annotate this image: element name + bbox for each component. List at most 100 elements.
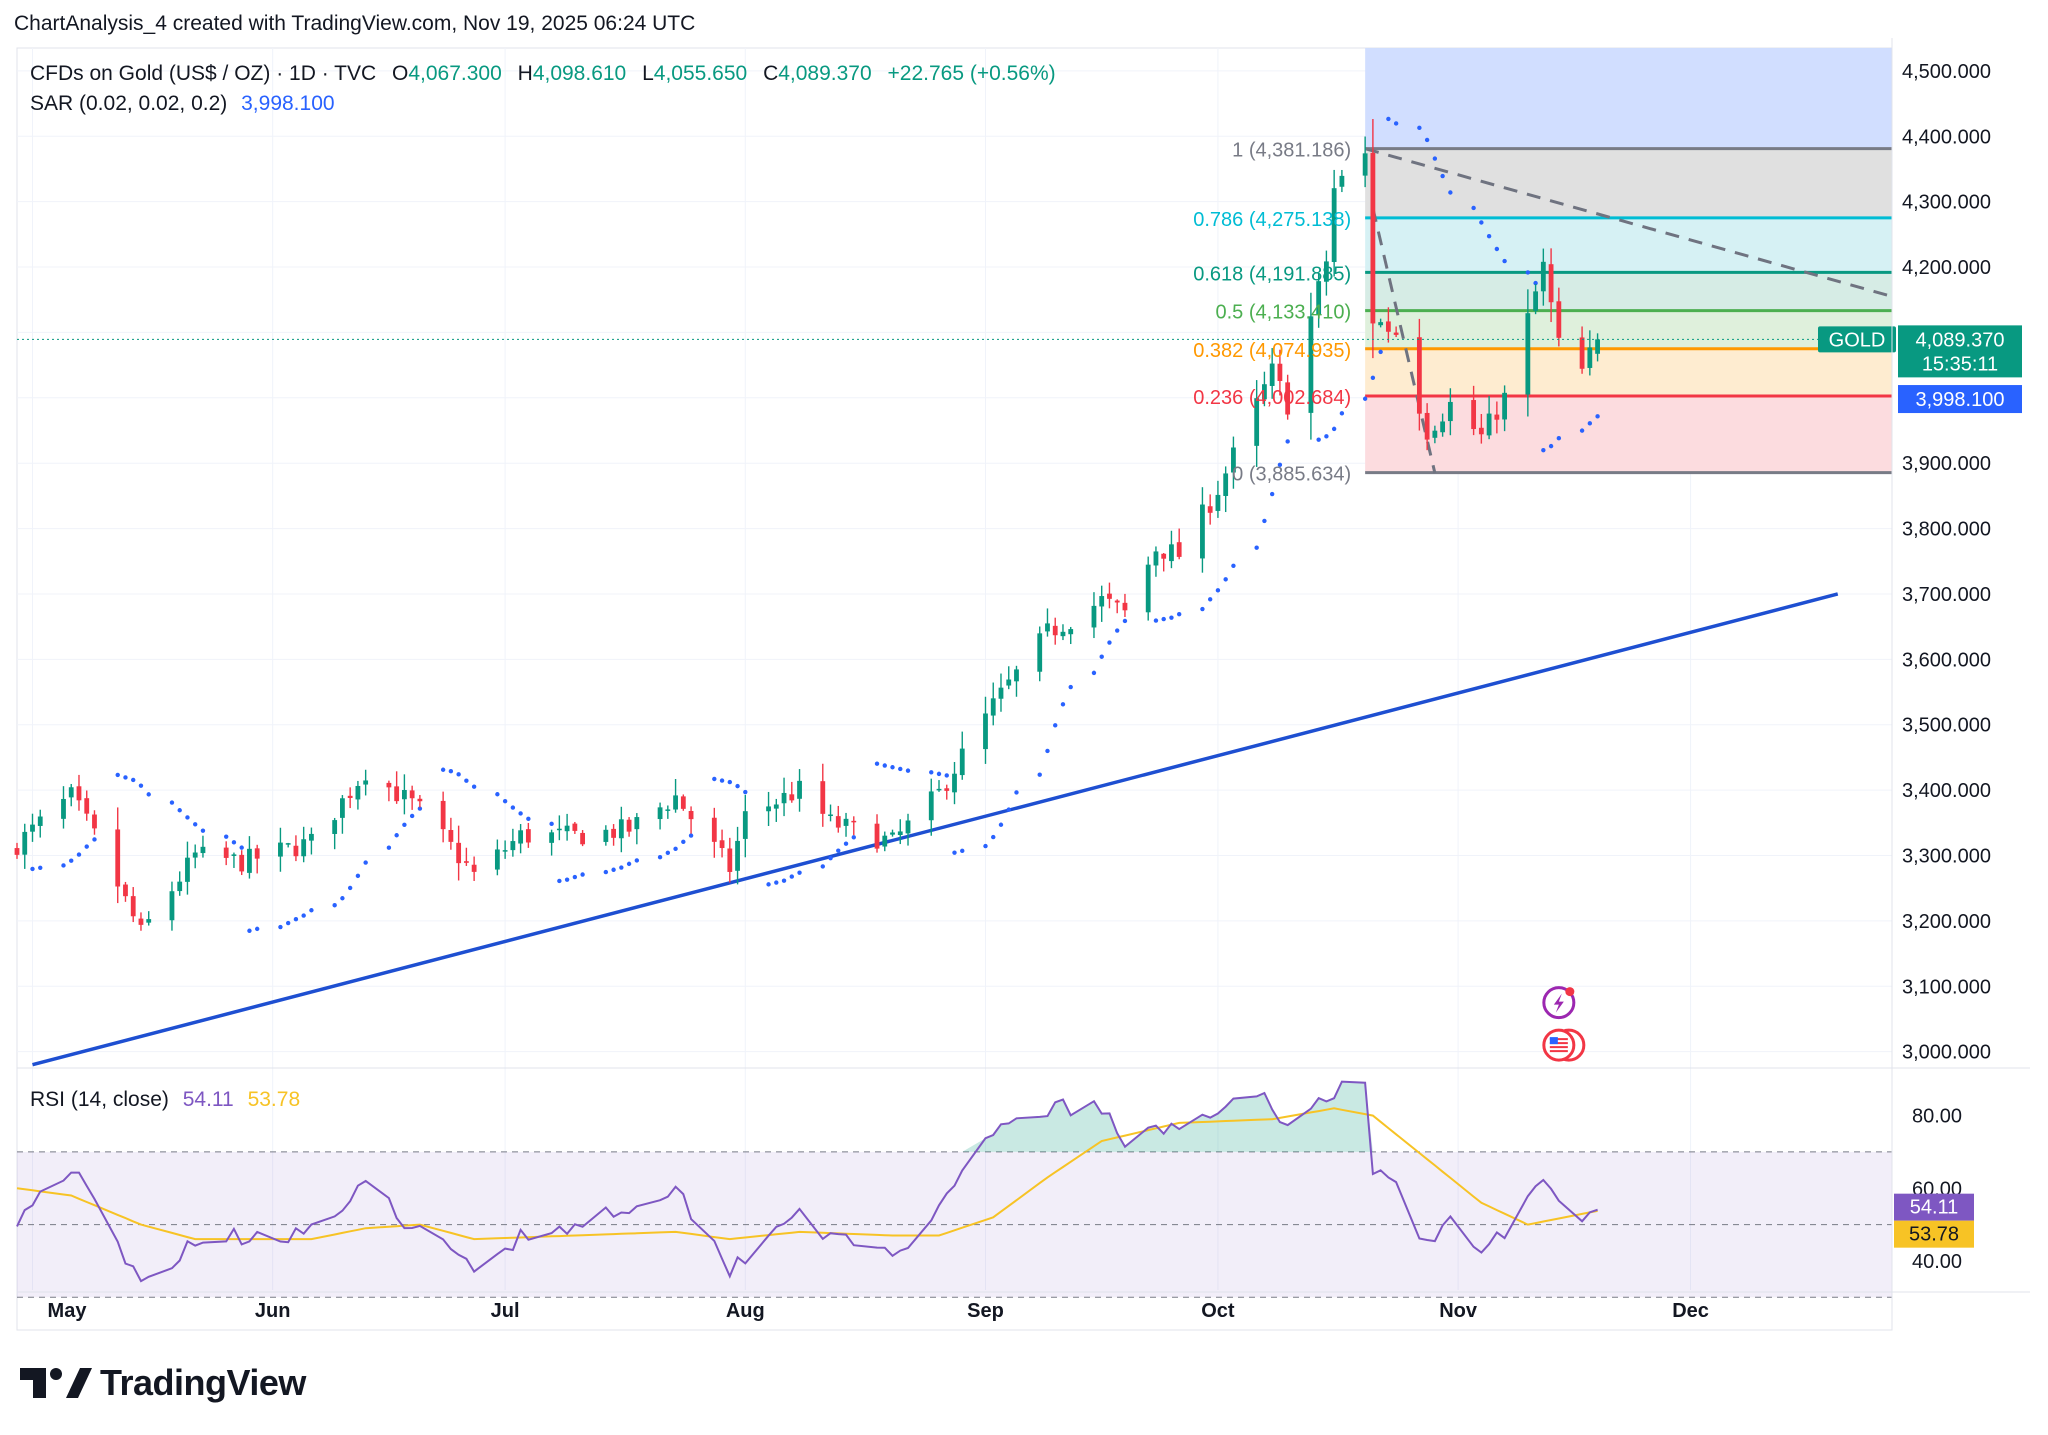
candle (61, 786, 66, 829)
candle-body (440, 800, 446, 830)
rsi-value-tag (1894, 1193, 1974, 1221)
candle (1471, 385, 1477, 436)
candle (944, 784, 950, 800)
candle (882, 831, 888, 852)
sar-dot (1393, 121, 1399, 126)
sar-dot (1494, 246, 1500, 252)
candle-body (502, 850, 508, 852)
candle-body (332, 820, 338, 834)
candle-body (944, 788, 950, 791)
sar-dot (38, 865, 43, 871)
candle (828, 804, 833, 822)
candle-body (1316, 281, 1322, 315)
candle (835, 805, 841, 833)
sar-dot (138, 783, 144, 788)
rsi-value-tag-text: 54.11 (1910, 1197, 1959, 1219)
sar-dot (572, 874, 578, 880)
fib-level-label: 0 (3,885.634) (1232, 464, 1351, 486)
sar-dot (502, 798, 508, 804)
flag-stripe (1549, 1046, 1568, 1049)
candle (84, 790, 90, 821)
sar-dot (1525, 270, 1531, 275)
candle-body (123, 884, 128, 897)
sar-dot (936, 771, 942, 777)
candle (1331, 169, 1337, 277)
sar-dot (1378, 349, 1383, 355)
sar-dot (781, 878, 787, 883)
sar-dot (448, 769, 454, 774)
candle (192, 844, 198, 869)
sar-dot (1448, 190, 1453, 195)
flag-stripe (1549, 1042, 1568, 1045)
sar-dot (510, 805, 516, 810)
candle-body (1068, 629, 1074, 635)
candle (285, 842, 291, 848)
candle-body (1362, 153, 1368, 176)
sar-dot (1153, 618, 1159, 623)
sar-dot (929, 770, 934, 775)
candle (525, 822, 531, 848)
rsi-axis-tick: 80.00 (1912, 1106, 1962, 1128)
rsi-ma-tag (1894, 1220, 1974, 1248)
sar-dot (898, 766, 903, 772)
fib-zone (1365, 272, 1892, 311)
candle (1037, 626, 1043, 682)
candle (1215, 480, 1221, 518)
sar-dot (1277, 462, 1283, 468)
sar-dot (340, 896, 345, 901)
candle (680, 794, 686, 811)
sar-dot (1200, 606, 1205, 612)
candle-body (1494, 414, 1500, 420)
candle (1308, 292, 1314, 440)
candle (471, 856, 477, 881)
candle-body (1393, 332, 1399, 335)
candle (177, 871, 183, 896)
candle-body (401, 790, 407, 800)
candle-body (766, 806, 771, 812)
candle (905, 813, 911, 846)
candle (688, 806, 694, 834)
sar-dot (1595, 414, 1600, 419)
candle-body (247, 848, 252, 873)
ohlc-legend: CFDs on Gold (US$ / OZ) · 1D · TVC O4,06… (30, 62, 1056, 86)
candle-body (448, 830, 454, 842)
sar-dot (828, 856, 833, 861)
dashed-line (1371, 207, 1437, 474)
candle (200, 835, 206, 858)
candle (673, 778, 678, 813)
candle (1587, 330, 1593, 376)
time-axis-label: Oct (1201, 1300, 1235, 1322)
candle-body (239, 854, 245, 872)
fib-level-label: 0.382 (4,074.935) (1193, 340, 1351, 362)
candle (549, 829, 555, 856)
candle (247, 836, 252, 879)
candle-body (1432, 430, 1438, 438)
sar-dot (727, 779, 733, 785)
candle-body (456, 842, 462, 864)
candle-body (1269, 363, 1275, 386)
fib-level-label: 1 (4,381.186) (1232, 140, 1351, 162)
candle-body (882, 835, 888, 847)
candle-body (572, 823, 578, 831)
sar-dot (1579, 428, 1585, 433)
candle (309, 827, 314, 855)
open-label: O (392, 62, 409, 85)
candle (386, 780, 392, 802)
candle-body (115, 829, 121, 887)
candle (254, 844, 260, 874)
candle (897, 819, 903, 845)
time-axis-label: Jun (255, 1300, 291, 1322)
sar-dot (301, 913, 306, 918)
candle (1579, 326, 1585, 374)
sar-dot (285, 920, 291, 926)
sar-legend: SAR (0.02, 0.02, 0.2) 3,998.100 (30, 92, 335, 116)
sar-dot (766, 882, 771, 887)
sar-dot (890, 765, 895, 770)
close-label: C (763, 62, 779, 85)
fib-zone (1365, 148, 1892, 218)
candle-body (394, 786, 400, 802)
candle (1060, 624, 1066, 641)
sar-dot (417, 806, 423, 811)
sar-dot (719, 778, 725, 783)
